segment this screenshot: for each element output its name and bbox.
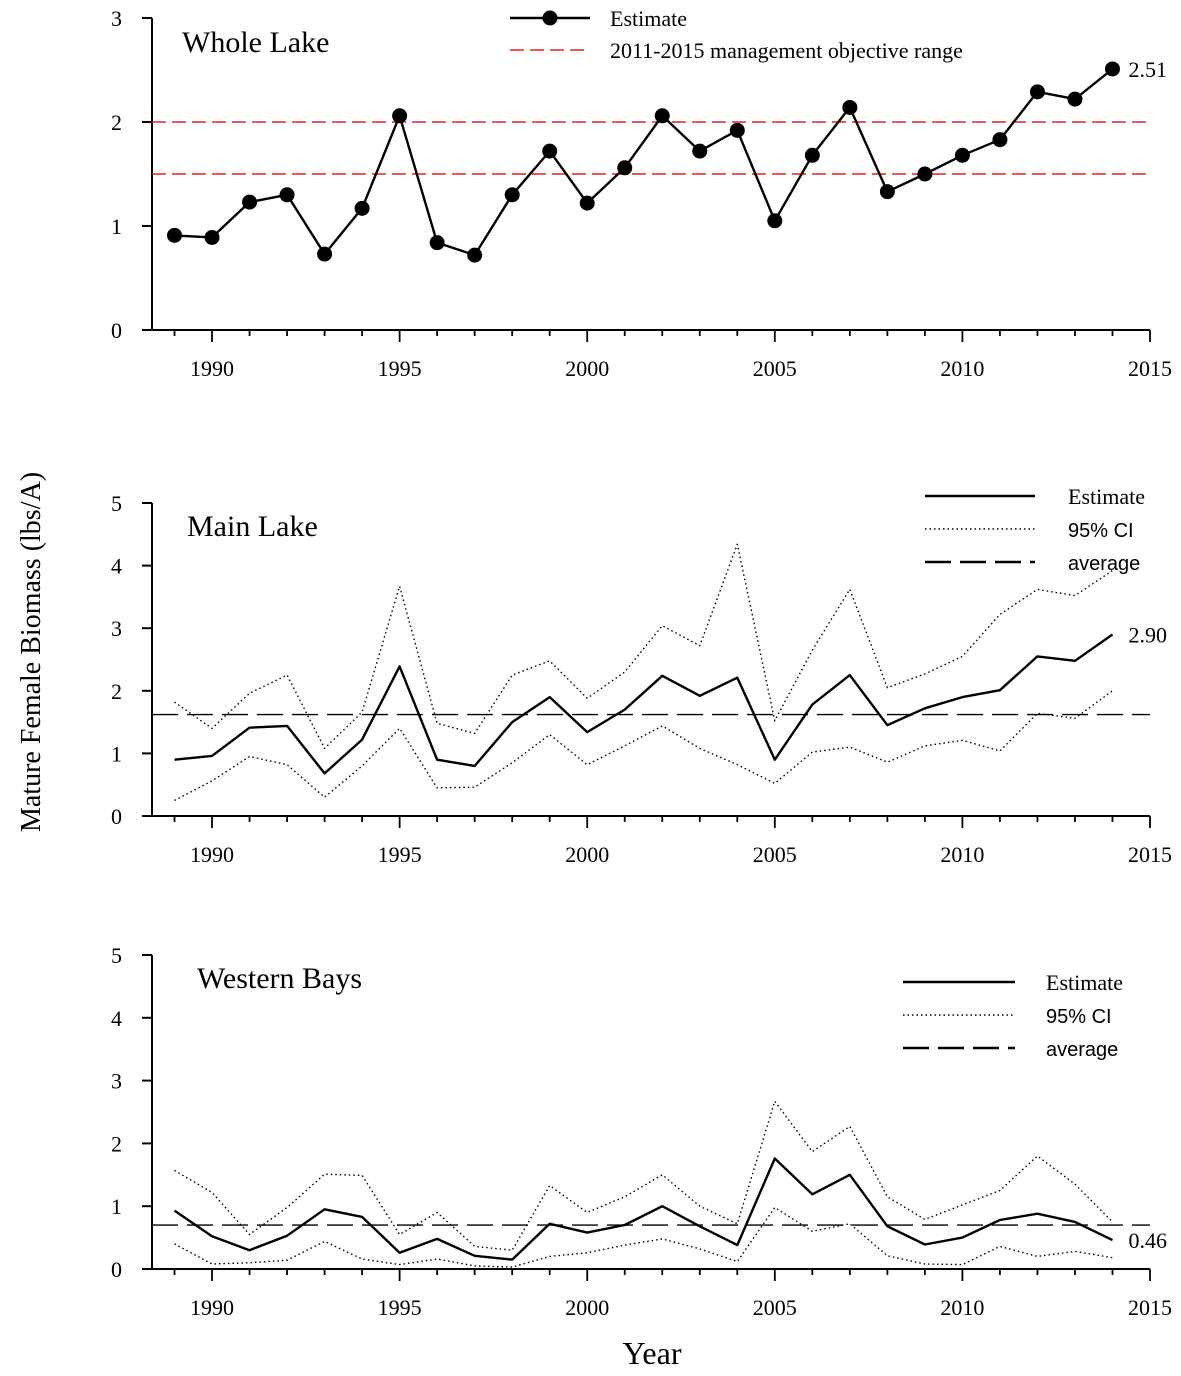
panel-1-series-estimate-line bbox=[174, 68, 1114, 257]
panel-3-y-tick-label: 0 bbox=[111, 1257, 122, 1282]
panel-1-data-point bbox=[692, 143, 708, 159]
panel-2-y-tick-label: 5 bbox=[111, 491, 122, 516]
panel-1-data-point bbox=[617, 160, 633, 176]
panel-2-y-tick-label: 3 bbox=[111, 616, 122, 641]
panel-1-legend-label: 2011-2015 management objective range bbox=[610, 38, 963, 63]
panel-3-end-value-label: 0.46 bbox=[1128, 1228, 1167, 1253]
panel-1-data-point bbox=[392, 108, 408, 124]
panel-1-x-tick-label: 2005 bbox=[753, 356, 797, 381]
panel-3-series-ci-line bbox=[174, 1206, 1113, 1268]
panel-1-data-point bbox=[429, 235, 445, 251]
panel-2-series-ci-line bbox=[174, 690, 1113, 802]
panel-3-legend-label: 95% CI bbox=[1046, 1006, 1112, 1028]
panel-1-data-point bbox=[1104, 61, 1120, 77]
panel-1-data-point bbox=[167, 227, 183, 243]
panel-2-legend-label: 95% CI bbox=[1068, 520, 1134, 542]
panel-3-legend-label: average bbox=[1046, 1039, 1118, 1061]
panel-3-x-tick-label: 2005 bbox=[753, 1295, 797, 1320]
panel-1-data-point bbox=[1067, 91, 1083, 107]
panel-3-y-tick-label: 2 bbox=[111, 1131, 122, 1156]
panel-1-x-tick-label: 1990 bbox=[190, 356, 234, 381]
panel-1-data-point bbox=[1029, 84, 1045, 100]
panel-2-title: Main Lake bbox=[187, 510, 318, 543]
panel-2-y-tick-label: 4 bbox=[111, 554, 122, 579]
panel-3-title: Western Bays bbox=[197, 962, 362, 995]
panel-3-x-tick-label: 2010 bbox=[940, 1295, 984, 1320]
panel-3-y-tick-label: 1 bbox=[111, 1194, 122, 1219]
panel-3-y-tick-label: 4 bbox=[111, 1006, 122, 1031]
panel-1-data-point bbox=[242, 194, 258, 210]
panel-2-end-value-label: 2.90 bbox=[1128, 622, 1167, 647]
figure-y-axis-label: Mature Female Biomass (lbs/A) bbox=[16, 472, 47, 832]
panel-3-legend-label: Estimate bbox=[1046, 970, 1123, 995]
panel-1-x-tick-label: 2015 bbox=[1128, 356, 1172, 381]
panel-1-x-tick-label: 2000 bbox=[565, 356, 609, 381]
panel-1-data-point bbox=[654, 108, 670, 124]
panel-1-y-tick-label: 3 bbox=[111, 6, 122, 31]
panel-1-y-tick-label: 2 bbox=[111, 110, 122, 135]
panel-1-data-point bbox=[317, 246, 333, 262]
panel-1-data-point bbox=[879, 184, 895, 200]
panel-1-data-point bbox=[579, 195, 595, 211]
panel-1-end-value-label: 2.51 bbox=[1128, 57, 1167, 82]
panel-1-y-tick-label: 0 bbox=[111, 318, 122, 343]
panel-2-x-tick-label: 2015 bbox=[1128, 842, 1172, 867]
panel-3-y-tick-label: 5 bbox=[111, 943, 122, 968]
panel-2-series-estimate-line bbox=[174, 633, 1114, 775]
panel-2-x-tick-label: 1995 bbox=[378, 842, 422, 867]
panel-1-data-point bbox=[204, 229, 220, 245]
panel-1-data-point bbox=[767, 213, 783, 229]
panel-2-x-tick-label: 2005 bbox=[753, 842, 797, 867]
panel-3-series-estimate-line bbox=[173, 1157, 1114, 1261]
panel-3-x-tick-label: 2000 bbox=[565, 1295, 609, 1320]
panel-3-y-tick-label: 3 bbox=[111, 1069, 122, 1094]
panel-3-x-tick-label: 2015 bbox=[1128, 1295, 1172, 1320]
panel-1-data-point bbox=[504, 187, 520, 203]
panel-1-data-point bbox=[279, 187, 295, 203]
panel-1-title: Whole Lake bbox=[182, 26, 329, 59]
panel-2-x-tick-label: 2000 bbox=[565, 842, 609, 867]
panel-1-x-tick-label: 2010 bbox=[940, 356, 984, 381]
panel-2-x-tick-label: 1990 bbox=[190, 842, 234, 867]
panel-2-x-tick-label: 2010 bbox=[940, 842, 984, 867]
panel-3-x-tick-label: 1990 bbox=[190, 1295, 234, 1320]
panel-1-data-point bbox=[729, 122, 745, 138]
panel-1-data-point bbox=[354, 200, 370, 216]
panel-1-data-point bbox=[954, 147, 970, 163]
panel-1-data-point bbox=[467, 247, 483, 263]
panel-3-series-ci-line bbox=[174, 1100, 1113, 1251]
panel-1-legend-marker bbox=[542, 10, 558, 26]
panel-2-legend-label: Estimate bbox=[1068, 484, 1145, 509]
panel-1-data-point bbox=[542, 143, 558, 159]
panel-2-y-tick-label: 2 bbox=[111, 679, 122, 704]
panel-1-data-point bbox=[804, 147, 820, 163]
panel-2-y-tick-label: 1 bbox=[111, 741, 122, 766]
panel-2-legend-label: average bbox=[1068, 553, 1140, 575]
panel-1-data-point bbox=[992, 132, 1008, 148]
panel-1-y-tick-label: 1 bbox=[111, 214, 122, 239]
panel-1-data-point bbox=[842, 99, 858, 115]
panel-2-series-ci-line bbox=[174, 543, 1113, 750]
panel-1-legend-label: Estimate bbox=[610, 6, 687, 31]
figure-x-axis-label: Year bbox=[623, 1335, 682, 1371]
panel-2-y-tick-label: 0 bbox=[111, 804, 122, 829]
panel-1-x-tick-label: 1995 bbox=[378, 356, 422, 381]
panel-3-x-tick-label: 1995 bbox=[378, 1295, 422, 1320]
panel-1-data-point bbox=[917, 166, 933, 182]
